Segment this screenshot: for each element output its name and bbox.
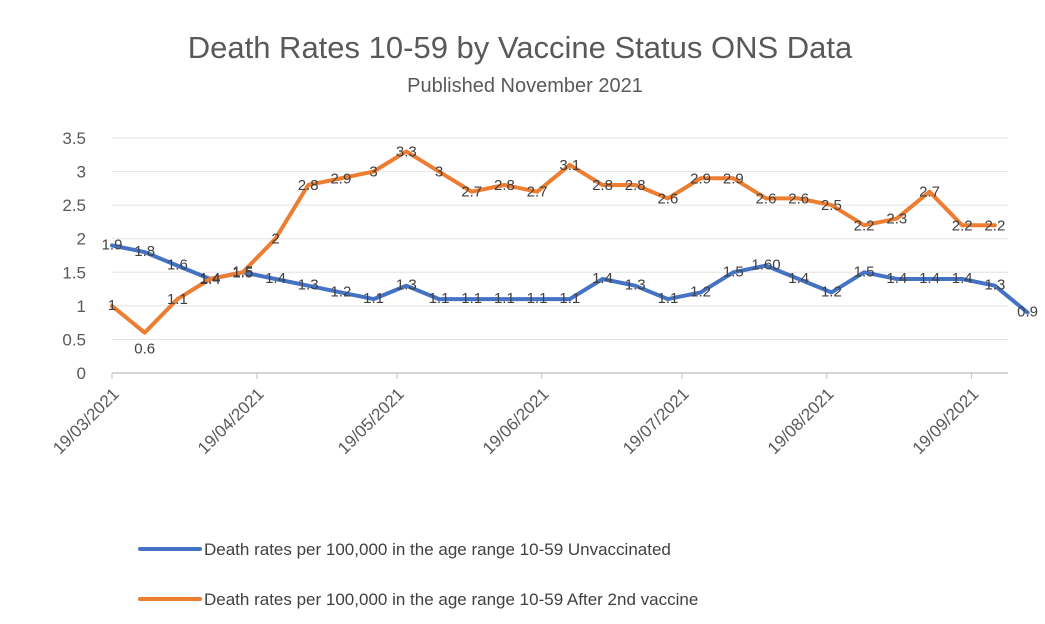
y-tick-label: 2 bbox=[77, 230, 86, 249]
data-label: 1.8 bbox=[134, 243, 155, 260]
data-label: 3 bbox=[435, 164, 443, 181]
x-tick-label: 19/05/2021 bbox=[334, 384, 408, 458]
y-tick-label: 0 bbox=[77, 364, 86, 383]
x-tick-label: 19/09/2021 bbox=[909, 384, 983, 458]
data-label: 2.8 bbox=[298, 177, 319, 194]
data-label: 2.5 bbox=[821, 197, 842, 214]
data-label: 1.1 bbox=[461, 290, 482, 307]
data-label: 1.1 bbox=[527, 290, 548, 307]
data-label: 1.1 bbox=[429, 290, 450, 307]
y-tick-label: 1 bbox=[77, 297, 86, 316]
data-label: 1.5 bbox=[723, 263, 744, 280]
data-label: 2.7 bbox=[919, 184, 940, 201]
data-label: 2.7 bbox=[461, 184, 482, 201]
x-tick-label: 19/08/2021 bbox=[764, 384, 838, 458]
x-tick-label: 19/06/2021 bbox=[479, 384, 553, 458]
data-label: 2.6 bbox=[788, 190, 809, 207]
x-tick-label: 19/04/2021 bbox=[194, 384, 268, 458]
data-label: 1.4 bbox=[265, 270, 286, 287]
data-label: 3.1 bbox=[559, 157, 580, 174]
data-label: 2.7 bbox=[527, 184, 548, 201]
data-label: 1.5 bbox=[854, 263, 875, 280]
data-label: 1.2 bbox=[690, 283, 711, 300]
y-tick-label: 0.5 bbox=[62, 330, 86, 349]
data-label: 3.3 bbox=[396, 143, 417, 160]
legend: Death rates per 100,000 in the age range… bbox=[138, 540, 698, 609]
data-label: 1.2 bbox=[821, 283, 842, 300]
chart-subtitle: Published November 2021 bbox=[407, 75, 643, 97]
data-label: 2.8 bbox=[592, 177, 613, 194]
data-label: 1.4 bbox=[200, 271, 221, 288]
data-label: 2.9 bbox=[690, 170, 711, 187]
data-label: 1.4 bbox=[952, 270, 973, 287]
series-group bbox=[110, 149, 1030, 335]
data-label: 1.1 bbox=[559, 290, 580, 307]
data-label: 2.2 bbox=[952, 217, 973, 234]
data-label: 1.2 bbox=[330, 283, 351, 300]
data-label: 1.4 bbox=[886, 270, 907, 287]
data-label: 1.3 bbox=[396, 277, 417, 294]
data-label: 2.8 bbox=[494, 177, 515, 194]
data-label: 2.3 bbox=[886, 211, 907, 228]
y-tick-label: 1.5 bbox=[62, 263, 86, 282]
data-label: 3 bbox=[369, 164, 377, 181]
data-label: 1.3 bbox=[298, 277, 319, 294]
x-tick-label: 19/03/2021 bbox=[49, 384, 123, 458]
legend-label: Death rates per 100,000 in the age range… bbox=[204, 540, 671, 559]
data-label: 0.9 bbox=[1017, 304, 1038, 321]
data-label: 2.9 bbox=[330, 170, 351, 187]
legend-label: Death rates per 100,000 in the age range… bbox=[204, 590, 698, 609]
data-label: 2 bbox=[271, 231, 279, 248]
y-tick-label: 3.5 bbox=[62, 129, 86, 148]
data-label: 2.9 bbox=[723, 170, 744, 187]
data-label: 2.2 bbox=[854, 217, 875, 234]
y-tick-label: 2.5 bbox=[62, 196, 86, 215]
data-label: 1.5 bbox=[232, 264, 253, 281]
data-label: 2.6 bbox=[657, 190, 678, 207]
data-label: 1.60 bbox=[751, 257, 780, 274]
series-line-after-2nd-vaccine bbox=[110, 149, 997, 335]
data-label: 2.6 bbox=[756, 190, 777, 207]
data-label: 1.4 bbox=[788, 270, 809, 287]
x-tick-label: 19/07/2021 bbox=[619, 384, 693, 458]
series-line-unvaccinated bbox=[110, 243, 1030, 315]
data-label: 0.6 bbox=[134, 341, 155, 358]
data-label: 1.1 bbox=[363, 290, 384, 307]
data-label: 1.1 bbox=[494, 290, 515, 307]
data-label: 1 bbox=[108, 297, 116, 314]
chart-title: Death Rates 10-59 by Vaccine Status ONS … bbox=[188, 30, 853, 65]
y-tick-label: 3 bbox=[77, 163, 86, 182]
data-label: 1.1 bbox=[167, 291, 188, 308]
data-label: 1.4 bbox=[592, 270, 613, 287]
data-label: 1.4 bbox=[919, 270, 940, 287]
data-label: 1.5 bbox=[232, 263, 253, 280]
data-label: 1.1 bbox=[657, 290, 678, 307]
data-labels: 1.9 1.8 1.6 1.4 1.5 1.4 1.3 1.2 1.1 1.3 1.1 1.1 1.1 1… bbox=[102, 143, 1038, 357]
data-label: 2.2 bbox=[984, 217, 1005, 234]
data-label: 1.6 bbox=[167, 257, 188, 274]
data-label: 1.3 bbox=[625, 277, 646, 294]
data-label: 1.3 bbox=[984, 277, 1005, 294]
data-label: 1.4 bbox=[200, 270, 221, 287]
data-label: 2.8 bbox=[625, 177, 646, 194]
gridlines bbox=[112, 137, 1008, 374]
data-label: 1.9 bbox=[102, 236, 123, 253]
